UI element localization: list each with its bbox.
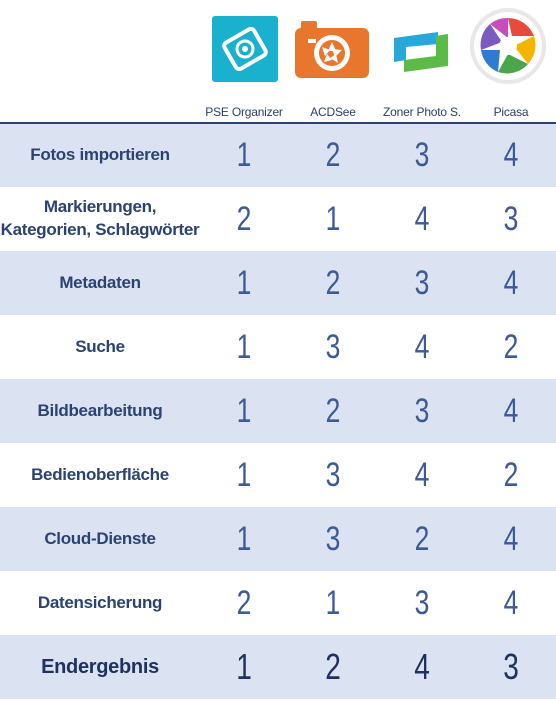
app-name-picasa: Picasa bbox=[493, 105, 529, 119]
rank-cell: 3 bbox=[414, 583, 430, 622]
rank-cell: 1 bbox=[236, 646, 252, 687]
rank-cell: 1 bbox=[236, 455, 252, 494]
row-label: Datensicherung bbox=[37, 592, 163, 612]
table-row: Bildbearbeitung 1 2 3 4 bbox=[0, 379, 556, 443]
rank-cell: 2 bbox=[503, 455, 519, 494]
table-row: Suche 1 3 4 2 bbox=[0, 315, 556, 379]
rank-cell: 3 bbox=[414, 136, 430, 174]
rank-cell: 1 bbox=[236, 519, 252, 558]
rank-cell: 4 bbox=[503, 519, 519, 558]
rank-cell: 2 bbox=[325, 646, 341, 687]
rank-cell: 3 bbox=[414, 391, 430, 430]
rank-cell: 4 bbox=[414, 199, 430, 238]
table-row: Bedienoberfläche 1 3 4 2 bbox=[0, 443, 556, 507]
row-label: Metadaten bbox=[59, 272, 141, 292]
row-label: Fotos importieren bbox=[30, 145, 170, 165]
header-rule bbox=[0, 122, 556, 125]
app-name-acdsee: ACDSee bbox=[310, 105, 356, 119]
rank-cell: 2 bbox=[414, 519, 430, 558]
row-label: Markierungen, Kategorien, Schlagwörter bbox=[0, 197, 200, 239]
rank-cell: 2 bbox=[325, 263, 341, 302]
rank-cell: 1 bbox=[236, 263, 252, 302]
table-row: Markierungen, Kategorien, Schlagwörter 2… bbox=[0, 187, 556, 251]
rank-cell: 1 bbox=[325, 583, 341, 622]
pse-organizer-logo-icon bbox=[212, 16, 278, 82]
rank-cell: 3 bbox=[503, 646, 519, 687]
rank-cell: 3 bbox=[325, 519, 341, 558]
rank-cell: 3 bbox=[325, 327, 341, 366]
rank-cell: 1 bbox=[236, 391, 252, 430]
rank-cell: 2 bbox=[325, 391, 341, 430]
rank-cell: 2 bbox=[236, 583, 252, 622]
table-row: Datensicherung 2 1 3 4 bbox=[0, 571, 556, 635]
rank-cell: 3 bbox=[414, 263, 430, 302]
rank-cell: 3 bbox=[325, 455, 341, 494]
picasa-logo-icon bbox=[470, 8, 546, 84]
rank-cell: 4 bbox=[503, 136, 519, 174]
rank-cell: 3 bbox=[503, 199, 519, 238]
rank-cell: 1 bbox=[325, 199, 341, 238]
row-label: Suche bbox=[75, 336, 125, 356]
acdsee-camera-logo-icon bbox=[295, 21, 369, 78]
row-label: Bedienoberfläche bbox=[31, 464, 169, 484]
rank-cell: 2 bbox=[236, 199, 252, 238]
table-header: PSE Organizer ACDSee Zoner Photo S. Pica… bbox=[0, 0, 556, 125]
row-label-final: Endergebnis bbox=[41, 655, 159, 678]
row-label: Cloud-Dienste bbox=[44, 528, 156, 548]
app-name-pse-organizer: PSE Organizer bbox=[205, 105, 283, 119]
zoner-photo-studio-logo-icon bbox=[394, 32, 448, 72]
table-row-final-result: Endergebnis 1 2 4 3 bbox=[0, 635, 556, 699]
table-row: Cloud-Dienste 1 3 2 4 bbox=[0, 507, 556, 571]
table-row: Fotos importieren 1 2 3 4 bbox=[0, 124, 556, 187]
rank-cell: 4 bbox=[503, 391, 519, 430]
rank-cell: 4 bbox=[503, 263, 519, 302]
rank-cell: 1 bbox=[236, 327, 252, 366]
rank-cell: 2 bbox=[325, 136, 341, 174]
rank-cell: 1 bbox=[236, 136, 252, 174]
rank-cell: 4 bbox=[414, 327, 430, 366]
rank-cell: 2 bbox=[503, 327, 519, 366]
app-name-zoner: Zoner Photo S. bbox=[383, 105, 461, 119]
rank-cell: 4 bbox=[414, 455, 430, 494]
rank-cell: 4 bbox=[414, 646, 430, 687]
row-label: Bildbearbeitung bbox=[37, 400, 163, 420]
table-row: Metadaten 1 2 3 4 bbox=[0, 251, 556, 315]
rank-cell: 4 bbox=[503, 583, 519, 622]
